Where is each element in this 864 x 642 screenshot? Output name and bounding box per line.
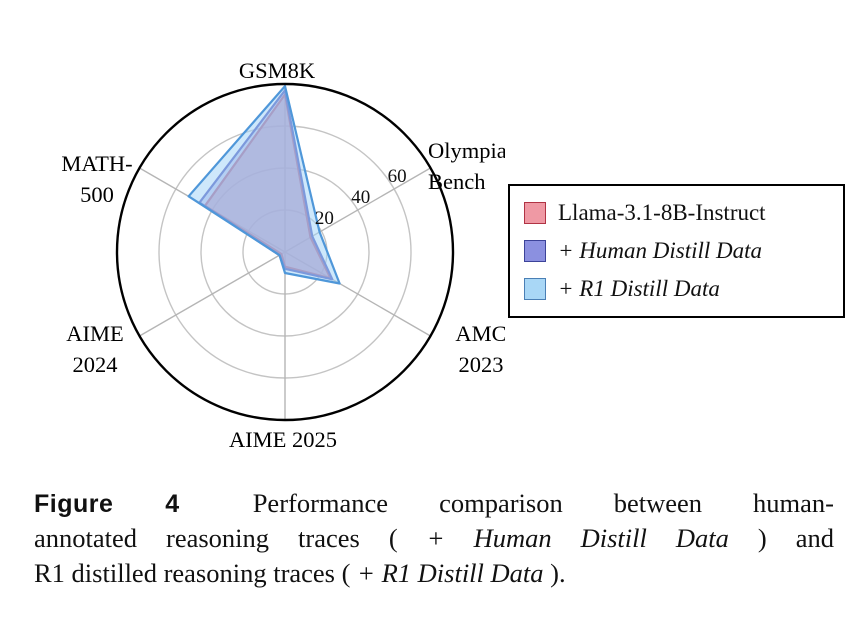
axis-label-1: Bench — [428, 169, 485, 194]
tick-label: 40 — [351, 187, 370, 208]
legend-label-llama: Llama-3.1-8B-Instruct — [558, 200, 766, 226]
legend-label-human-distill: + Human Distill Data — [558, 238, 762, 264]
caption-text: ) and — [757, 523, 835, 553]
legend-plus: + — [558, 276, 580, 301]
legend-item-human-distill: + Human Distill Data — [524, 238, 829, 264]
caption-text: + Human Distill Data — [426, 523, 729, 553]
legend-text: Human Distill Data — [579, 238, 763, 263]
figure-caption: Figure 4 Performance comparison between … — [34, 486, 834, 591]
radar-chart: 20 40 60 GSM8K Olympiad Bench AMC 2023 AIME 2025… — [61, 58, 505, 452]
figure-label: Figure 4 — [34, 490, 180, 518]
legend-item-llama: Llama-3.1-8B-Instruct — [524, 200, 829, 226]
legend-label-r1-distill: + R1 Distill Data — [558, 276, 720, 302]
axis-label-0: GSM8K — [239, 58, 316, 83]
series-polygon-2 — [187, 84, 341, 285]
caption-text: ). — [550, 557, 566, 588]
legend-text: Llama-3.1-8B-Instruct — [558, 200, 766, 225]
tick-label: 20 — [315, 208, 334, 229]
axis-label-5: 500 — [80, 182, 114, 207]
outer-circle — [115, 82, 455, 422]
caption-line: annotated reasoning traces ( + Human Dis… — [34, 521, 834, 556]
axis-label-3: AIME 2025 — [229, 427, 337, 452]
caption-line: Figure 4 Performance comparison between … — [34, 486, 834, 521]
axis-line — [139, 251, 286, 337]
legend-text: R1 Distill Data — [579, 276, 720, 301]
legend-plus: + — [558, 238, 580, 263]
axis-label-4: 2024 — [73, 352, 118, 377]
caption-text: annotated reasoning traces ( — [34, 523, 398, 553]
legend-box: Llama-3.1-8B-Instruct + Human Distill Da… — [508, 184, 845, 318]
caption-line: R1 distilled reasoning traces ( + R1 Dis… — [34, 556, 834, 591]
caption-text: + R1 Distill Data — [357, 557, 544, 588]
legend-swatch-human-distill — [524, 240, 546, 262]
axis-label-1: Olympiad — [428, 138, 505, 163]
legend-swatch-r1-distill — [524, 278, 546, 300]
axis-label-4: AIME — [66, 321, 124, 346]
legend-item-r1-distill: + R1 Distill Data — [524, 276, 829, 302]
axis-label-5: MATH- — [61, 151, 132, 176]
axis-label-2: AMC — [455, 321, 505, 346]
caption-text: R1 distilled reasoning traces ( — [34, 557, 351, 588]
axis-label-2: 2023 — [459, 352, 504, 377]
caption-text: Performance comparison between human- — [252, 488, 835, 518]
legend-swatch-llama — [524, 202, 546, 224]
tick-label: 60 — [388, 166, 407, 187]
